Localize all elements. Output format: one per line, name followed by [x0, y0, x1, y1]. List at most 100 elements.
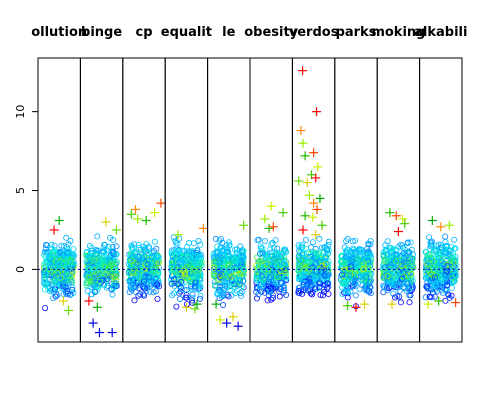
cloud-point — [136, 261, 143, 268]
cloud-point — [317, 291, 324, 298]
cloud-point — [325, 238, 332, 245]
cloud-point — [62, 288, 69, 295]
cloud-point — [191, 273, 198, 280]
cloud-point — [145, 243, 152, 250]
cloud-point — [325, 242, 332, 249]
cloud-point — [344, 294, 351, 301]
panel-title: obesity — [244, 25, 298, 40]
outlier-point — [88, 318, 98, 328]
cloud-point — [51, 242, 58, 249]
cloud-point — [390, 263, 397, 270]
cloud-point — [47, 264, 54, 271]
outlier-point — [302, 178, 312, 188]
cloud-point — [392, 284, 399, 291]
cloud-point — [261, 237, 268, 244]
cloud-point — [450, 253, 457, 260]
cloud-point — [169, 251, 176, 258]
cloud-point — [324, 246, 331, 253]
cloud-point — [296, 273, 303, 280]
cloud-point — [425, 276, 432, 283]
cloud-point — [131, 297, 138, 304]
cloud-point — [353, 269, 360, 276]
cloud-point — [439, 289, 446, 296]
cloud-point — [391, 258, 398, 265]
cloud-point — [240, 266, 247, 273]
cloud-point — [197, 260, 204, 267]
cloud-point — [309, 291, 316, 298]
cloud-point — [169, 292, 176, 299]
cloud-point — [189, 299, 196, 306]
cloud-point — [388, 277, 395, 284]
cloud-point — [137, 255, 144, 262]
cloud-point — [229, 256, 236, 263]
cloud-point — [42, 286, 49, 293]
cloud-point — [358, 246, 365, 253]
cloud-point — [58, 242, 65, 249]
cloud-point — [54, 277, 61, 284]
cloud-point — [67, 291, 74, 298]
cloud-point — [168, 276, 175, 283]
cloud-point — [146, 288, 153, 295]
cloud-point — [272, 237, 279, 244]
cloud-point — [130, 252, 137, 259]
cloud-point — [110, 275, 117, 282]
cloud-point — [404, 258, 411, 265]
cloud-point — [382, 248, 389, 255]
cloud-point — [365, 257, 372, 264]
cloud-point — [381, 284, 388, 291]
cloud-point — [177, 288, 184, 295]
cloud-point — [365, 265, 372, 272]
panel-title: le — [222, 25, 235, 40]
cloud-point — [237, 243, 244, 250]
cloud-point — [42, 305, 49, 312]
cloud-point — [383, 284, 390, 291]
cloud-point — [296, 244, 303, 251]
cloud-point — [168, 280, 175, 287]
cloud-point — [129, 246, 136, 253]
cloud-point — [98, 256, 105, 263]
outlier-point — [300, 151, 310, 161]
cloud-point — [428, 294, 435, 301]
cloud-point — [146, 273, 153, 280]
outlier-point — [228, 312, 238, 322]
cloud-point — [220, 289, 227, 296]
outlier-point — [278, 208, 288, 218]
cloud-point — [350, 245, 357, 252]
cloud-point — [319, 262, 326, 269]
cloud-point — [311, 276, 318, 283]
cloud-point — [102, 270, 109, 277]
cloud-point — [269, 294, 276, 301]
y-tick-label: 5 — [14, 187, 27, 194]
cloud-point — [382, 242, 389, 249]
cloud-point — [109, 291, 116, 298]
cloud-point — [253, 276, 260, 283]
cloud-point — [271, 284, 278, 291]
cloud-point — [55, 261, 62, 268]
cloud-point — [352, 292, 359, 299]
cloud-point — [364, 252, 371, 259]
cloud-point — [263, 251, 270, 258]
cloud-point — [136, 265, 143, 272]
cloud-point — [405, 248, 412, 255]
outlier-point — [58, 296, 68, 306]
cloud-point — [253, 262, 260, 269]
cloud-point — [302, 285, 309, 292]
cloud-point — [258, 257, 265, 264]
cloud-point — [145, 274, 152, 281]
cloud-point — [342, 269, 349, 276]
cloud-point — [62, 281, 69, 288]
cloud-point — [400, 250, 407, 257]
cloud-point — [176, 259, 183, 266]
cloud-point — [262, 268, 269, 275]
cloud-point — [139, 261, 146, 268]
outlier-point — [198, 223, 208, 233]
cloud-point — [194, 247, 201, 254]
cloud-point — [276, 258, 283, 265]
cloud-point — [190, 240, 197, 247]
cloud-point — [176, 295, 183, 302]
cloud-point — [303, 245, 310, 252]
cloud-point — [398, 275, 405, 282]
cloud-point — [358, 276, 365, 283]
cloud-point — [439, 272, 446, 279]
cloud-point — [64, 287, 71, 294]
